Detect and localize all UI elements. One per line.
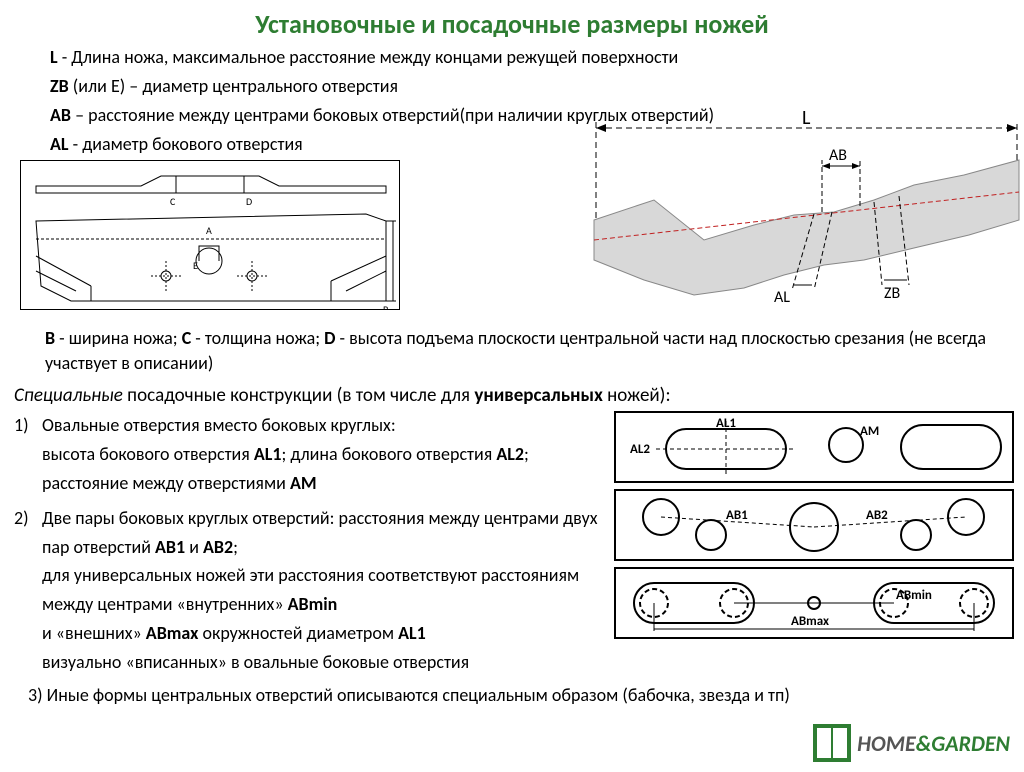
technical-drawing-left: C D A E bbox=[20, 160, 400, 310]
svg-text:B: B bbox=[383, 303, 389, 309]
svg-text:AB: AB bbox=[829, 146, 847, 165]
def-AB-symbol: AB bbox=[50, 104, 71, 126]
svg-text:L: L bbox=[802, 106, 811, 130]
bcd-definitions: B - ширина ножа; C - толщина ножа; D - в… bbox=[0, 320, 1024, 376]
special-body: 1) Овальные отверстия вместо боковых кру… bbox=[0, 407, 1024, 682]
brand-logo: HOME&GARDEN bbox=[813, 724, 1010, 762]
item-3: 3) Иные формы центральных отверстий опис… bbox=[0, 683, 1024, 708]
svg-text:AB2: AB2 bbox=[866, 508, 888, 523]
svg-text:AL1: AL1 bbox=[716, 416, 736, 431]
svg-text:ABmax: ABmax bbox=[791, 614, 829, 629]
svg-text:C: C bbox=[170, 195, 176, 208]
def-ZB: ZB (или E) – диаметр центрального отверс… bbox=[50, 73, 984, 100]
svg-text:AB1: AB1 bbox=[726, 508, 748, 523]
svg-text:AM: AM bbox=[860, 424, 879, 439]
item-1: 1) Овальные отверстия вместо боковых кру… bbox=[14, 411, 614, 497]
svg-text:ABmin: ABmin bbox=[896, 588, 932, 603]
def-AL-symbol: AL bbox=[50, 133, 69, 155]
def-ZB-symbol: ZB bbox=[50, 75, 69, 97]
technical-drawing-right: L AB AL ZB bbox=[574, 100, 1024, 300]
svg-text:ZB: ZB bbox=[884, 284, 900, 303]
top-drawings: C D A E bbox=[0, 160, 1024, 320]
special-diagrams-column: AL1 AL2 AM AB1 AB2 bbox=[614, 411, 1014, 682]
item-2: 2) Две пары боковых круглых отверстий: р… bbox=[14, 504, 614, 677]
special-header: Специальные посадочные конструкции (в то… bbox=[0, 376, 1024, 407]
logo-text: HOME&GARDEN bbox=[857, 730, 1010, 757]
svg-text:AL: AL bbox=[774, 288, 790, 307]
page-title: Установочные и посадочные размеры ножей bbox=[0, 0, 1024, 40]
def-L: L - Длина ножа, максимальное расстояние … bbox=[50, 44, 984, 71]
diagram-oval-holes: AL1 AL2 AM bbox=[614, 411, 1014, 483]
diagram-universal: ABmin ABmax bbox=[614, 567, 1014, 639]
svg-text:E: E bbox=[193, 259, 198, 272]
svg-text:A: A bbox=[206, 224, 212, 237]
def-L-symbol: L bbox=[50, 46, 58, 68]
special-text-column: 1) Овальные отверстия вместо боковых кру… bbox=[14, 411, 614, 682]
svg-text:AL2: AL2 bbox=[630, 442, 650, 457]
svg-text:D: D bbox=[246, 195, 252, 208]
logo-icon bbox=[813, 724, 851, 762]
diagram-two-pairs: AB1 AB2 bbox=[614, 489, 1014, 561]
